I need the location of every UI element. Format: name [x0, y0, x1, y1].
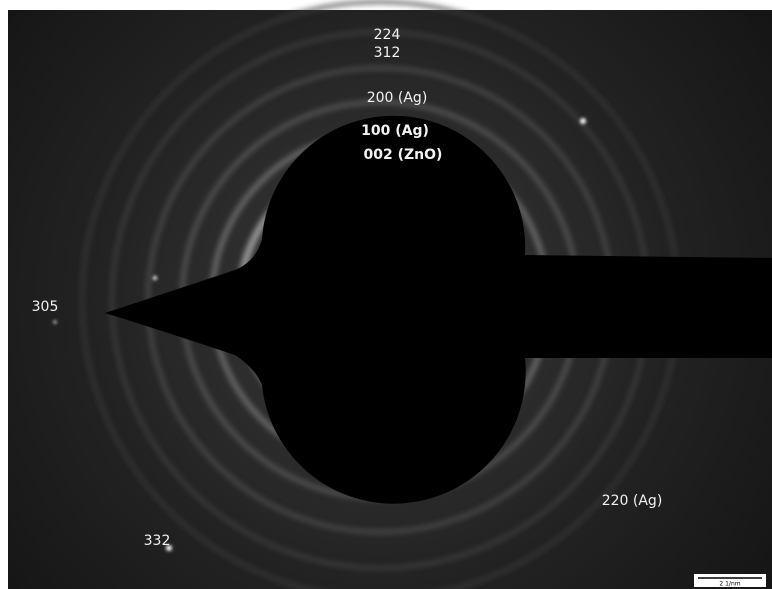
scale-bar-label: 2 1/nm: [719, 581, 740, 588]
ring-label: 305: [32, 299, 59, 315]
ring-label: 200 (Ag): [367, 90, 428, 106]
ring-label: 100 (Ag): [361, 123, 429, 139]
ring-label: 332: [144, 533, 171, 549]
ring-label: 224: [374, 27, 401, 43]
diffraction-pattern: 224 312 200 (Ag) 100 (Ag) 002 (ZnO) 305 …: [0, 0, 772, 589]
scale-bar: 2 1/nm: [694, 574, 766, 588]
ring-label: 220 (Ag): [602, 493, 663, 509]
ring-label: 002 (ZnO): [364, 147, 443, 163]
ring-label: 312: [374, 45, 401, 61]
